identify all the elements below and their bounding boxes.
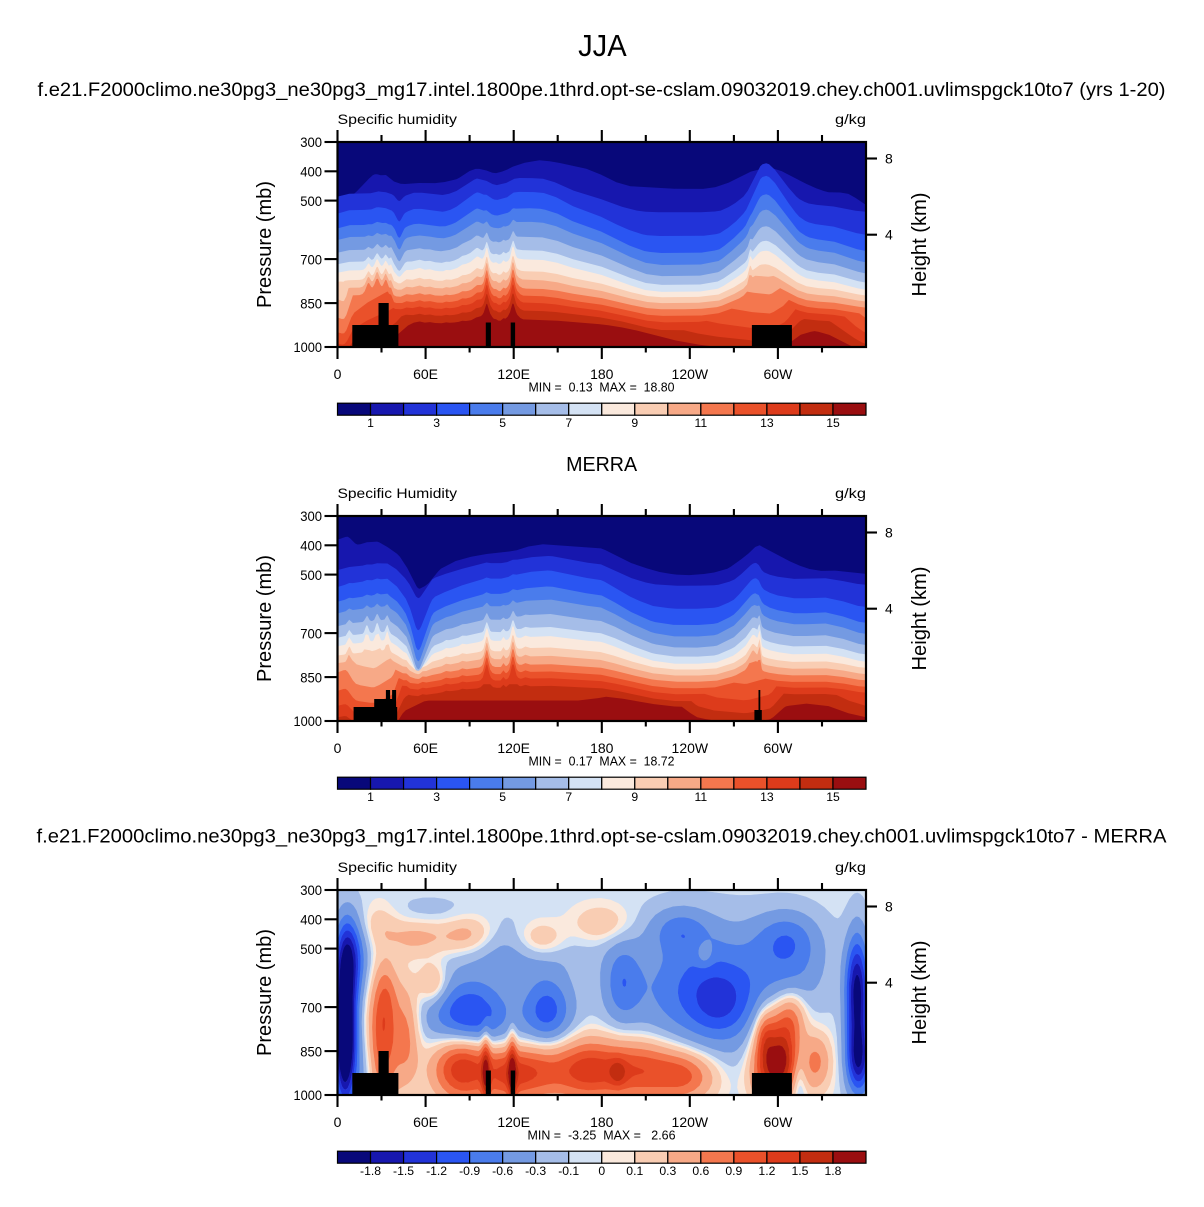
- svg-text:60W: 60W: [764, 740, 794, 756]
- svg-text:MERRA: MERRA: [566, 453, 637, 476]
- svg-text:300: 300: [300, 508, 322, 524]
- svg-text:850: 850: [300, 295, 322, 311]
- svg-text:60E: 60E: [413, 740, 438, 756]
- svg-text:f.e21.F2000climo.ne30pg3_ne30p: f.e21.F2000climo.ne30pg3_ne30pg3_mg17.in…: [38, 80, 1166, 101]
- svg-text:180: 180: [590, 1114, 614, 1130]
- svg-text:13: 13: [760, 790, 774, 804]
- svg-text:1.5: 1.5: [791, 1164, 808, 1178]
- svg-text:0.1: 0.1: [626, 1164, 643, 1178]
- svg-text:60W: 60W: [764, 1114, 794, 1130]
- svg-text:MIN = 0.17 MAX = 18.72: MIN = 0.17 MAX = 18.72: [529, 754, 675, 768]
- svg-text:120E: 120E: [497, 366, 530, 382]
- svg-text:60E: 60E: [413, 366, 438, 382]
- svg-text:60W: 60W: [764, 366, 794, 382]
- svg-text:5: 5: [499, 416, 506, 430]
- svg-text:60E: 60E: [413, 1114, 438, 1130]
- svg-text:1000: 1000: [294, 713, 323, 729]
- svg-text:f.e21.F2000climo.ne30pg3_ne30p: f.e21.F2000climo.ne30pg3_ne30pg3_mg17.in…: [37, 827, 1167, 848]
- svg-text:g/kg: g/kg: [835, 485, 866, 501]
- svg-text:180: 180: [590, 366, 614, 382]
- svg-text:3: 3: [433, 790, 440, 804]
- svg-text:120E: 120E: [497, 740, 530, 756]
- svg-text:Pressure (mb): Pressure (mb): [253, 181, 276, 308]
- svg-text:Height (km): Height (km): [908, 567, 931, 671]
- svg-text:g/kg: g/kg: [835, 111, 866, 127]
- svg-text:400: 400: [300, 537, 322, 553]
- svg-text:Height (km): Height (km): [908, 941, 931, 1045]
- svg-text:0: 0: [598, 1164, 605, 1178]
- svg-text:Specific Humidity: Specific Humidity: [338, 485, 458, 501]
- svg-text:-1.8: -1.8: [360, 1164, 381, 1178]
- svg-text:7: 7: [565, 790, 572, 804]
- svg-text:120W: 120W: [672, 366, 709, 382]
- svg-text:15: 15: [826, 416, 840, 430]
- svg-text:-0.1: -0.1: [558, 1164, 579, 1178]
- svg-text:0.3: 0.3: [659, 1164, 676, 1178]
- svg-text:850: 850: [300, 1043, 322, 1059]
- svg-text:Pressure (mb): Pressure (mb): [253, 929, 276, 1056]
- svg-text:9: 9: [631, 416, 638, 430]
- svg-text:120W: 120W: [672, 1114, 709, 1130]
- svg-text:1: 1: [367, 416, 374, 430]
- svg-text:-0.6: -0.6: [492, 1164, 513, 1178]
- svg-text:Specific humidity: Specific humidity: [338, 859, 458, 875]
- svg-text:0: 0: [334, 740, 342, 756]
- svg-text:0.6: 0.6: [692, 1164, 709, 1178]
- svg-text:8: 8: [885, 899, 893, 915]
- svg-text:13: 13: [760, 416, 774, 430]
- svg-text:500: 500: [300, 941, 322, 957]
- svg-text:Specific humidity: Specific humidity: [338, 111, 458, 127]
- svg-text:-0.3: -0.3: [525, 1164, 546, 1178]
- svg-text:500: 500: [300, 567, 322, 583]
- svg-text:JJA: JJA: [578, 28, 627, 63]
- svg-text:180: 180: [590, 740, 614, 756]
- svg-text:1.8: 1.8: [824, 1164, 841, 1178]
- svg-text:120W: 120W: [672, 740, 709, 756]
- svg-text:0: 0: [334, 1114, 342, 1130]
- svg-text:1000: 1000: [294, 1087, 323, 1103]
- svg-text:400: 400: [300, 163, 322, 179]
- svg-text:1: 1: [367, 790, 374, 804]
- svg-text:4: 4: [885, 227, 893, 243]
- svg-text:11: 11: [695, 416, 708, 430]
- svg-text:-1.2: -1.2: [426, 1164, 447, 1178]
- svg-text:3: 3: [433, 416, 440, 430]
- svg-text:5: 5: [499, 790, 506, 804]
- svg-text:300: 300: [300, 134, 322, 150]
- svg-text:MIN = 0.13 MAX = 18.80: MIN = 0.13 MAX = 18.80: [529, 380, 675, 394]
- svg-text:-1.5: -1.5: [393, 1164, 414, 1178]
- svg-text:1000: 1000: [294, 339, 323, 355]
- svg-text:-0.9: -0.9: [459, 1164, 480, 1178]
- svg-text:500: 500: [300, 193, 322, 209]
- svg-text:15: 15: [826, 790, 840, 804]
- svg-text:400: 400: [300, 911, 322, 927]
- svg-text:300: 300: [300, 882, 322, 898]
- svg-text:0: 0: [334, 366, 342, 382]
- svg-text:Height (km): Height (km): [908, 193, 931, 297]
- svg-text:700: 700: [300, 625, 322, 641]
- svg-text:8: 8: [885, 151, 893, 167]
- svg-text:120E: 120E: [497, 1114, 530, 1130]
- svg-text:700: 700: [300, 251, 322, 267]
- svg-text:4: 4: [885, 975, 893, 991]
- svg-text:g/kg: g/kg: [835, 859, 866, 875]
- svg-text:8: 8: [885, 525, 893, 541]
- svg-text:700: 700: [300, 999, 322, 1015]
- svg-text:MIN = -3.25 MAX = 2.66: MIN = -3.25 MAX = 2.66: [528, 1128, 676, 1142]
- svg-text:Pressure (mb): Pressure (mb): [253, 555, 276, 682]
- svg-text:850: 850: [300, 669, 322, 685]
- svg-text:0.9: 0.9: [725, 1164, 742, 1178]
- svg-text:11: 11: [695, 790, 708, 804]
- svg-text:7: 7: [565, 416, 572, 430]
- svg-text:9: 9: [631, 790, 638, 804]
- svg-text:4: 4: [885, 601, 893, 617]
- svg-text:1.2: 1.2: [758, 1164, 775, 1178]
